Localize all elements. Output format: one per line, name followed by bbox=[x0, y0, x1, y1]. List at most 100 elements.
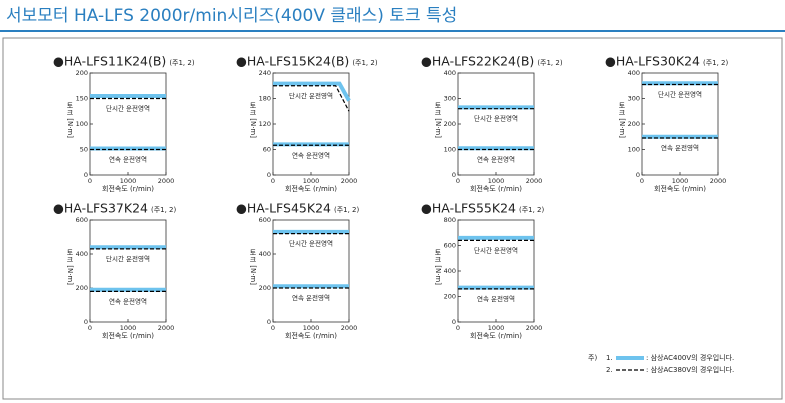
y-axis-label: 토크 [N·m] bbox=[66, 102, 74, 138]
x-tick-label: 1000 bbox=[303, 324, 320, 332]
y-tick-label: 0 bbox=[84, 171, 88, 179]
x-tick-label: 1000 bbox=[303, 177, 320, 185]
x-axis-label: 회전속도 (r/min) bbox=[470, 184, 522, 193]
plot-frame bbox=[272, 219, 350, 323]
plot-frame bbox=[641, 72, 719, 176]
dashed-line bbox=[273, 85, 350, 112]
x-tick-label: 0 bbox=[271, 177, 275, 185]
plot-frame bbox=[89, 219, 167, 323]
x-axis-label: 회전속도 (r/min) bbox=[285, 331, 337, 340]
x-axis-label: 회전속도 (r/min) bbox=[470, 331, 522, 340]
x-tick-label: 0 bbox=[640, 177, 644, 185]
region-label: 단시간 운전영역 bbox=[289, 239, 333, 248]
x-axis-label: 회전속도 (r/min) bbox=[102, 184, 154, 193]
chart-note: (주1, 2) bbox=[703, 59, 729, 67]
region-label: 연속 운전영역 bbox=[109, 155, 147, 164]
x-tick-label: 2000 bbox=[710, 177, 727, 185]
y-tick-label: 100 bbox=[444, 146, 456, 154]
x-tick-label: 1000 bbox=[488, 324, 505, 332]
y-tick-label: 400 bbox=[628, 69, 640, 77]
y-tick-label: 180 bbox=[259, 95, 271, 103]
y-tick-label: 600 bbox=[444, 242, 456, 250]
chart-title: ●HA-LFS22K24(B) bbox=[421, 54, 534, 69]
y-tick-label: 200 bbox=[76, 284, 88, 292]
region-label: 단시간 운전영역 bbox=[289, 91, 333, 100]
y-tick-label: 200 bbox=[444, 120, 456, 128]
region-label: 연속 운전영역 bbox=[292, 150, 330, 159]
chart-title: ●HA-LFS55K24 bbox=[421, 201, 516, 216]
y-tick-label: 200 bbox=[76, 69, 88, 77]
region-label: 단시간 운전영역 bbox=[658, 89, 702, 98]
region-label: 연속 운전영역 bbox=[292, 293, 330, 302]
chart-note: (주1, 2) bbox=[169, 59, 195, 67]
y-tick-label: 400 bbox=[444, 267, 456, 275]
y-tick-label: 50 bbox=[80, 146, 88, 154]
legend-text: : 삼상AC380V의 경우입니다. bbox=[646, 365, 734, 374]
chart-title: ●HA-LFS37K24 bbox=[53, 201, 148, 216]
chart-note: (주1, 2) bbox=[151, 206, 177, 214]
x-tick-label: 0 bbox=[456, 324, 460, 332]
region-label: 연속 운전영역 bbox=[477, 155, 515, 164]
y-tick-label: 200 bbox=[628, 120, 640, 128]
x-tick-label: 2000 bbox=[341, 324, 358, 332]
x-tick-label: 1000 bbox=[120, 324, 137, 332]
y-tick-label: 300 bbox=[628, 95, 640, 103]
chart-title: ●HA-LFS45K24 bbox=[236, 201, 331, 216]
y-axis-label: 토크 [N·m] bbox=[618, 102, 626, 138]
y-axis-label: 토크 [N·m] bbox=[434, 249, 442, 285]
x-tick-label: 1000 bbox=[488, 177, 505, 185]
y-tick-label: 120 bbox=[259, 120, 271, 128]
y-axis-label: 토크 [N·m] bbox=[249, 249, 257, 285]
y-axis-label: 토크 [N·m] bbox=[434, 102, 442, 138]
region-label: 연속 운전영역 bbox=[477, 294, 515, 303]
region-label: 연속 운전영역 bbox=[661, 143, 699, 152]
y-tick-label: 60 bbox=[263, 146, 271, 154]
legend-text: : 삼상AC400V의 경우입니다. bbox=[646, 353, 734, 362]
legend-num: 1. bbox=[606, 354, 613, 362]
chart-note: (주1, 2) bbox=[537, 59, 563, 67]
x-axis-label: 회전속도 (r/min) bbox=[654, 184, 706, 193]
x-tick-label: 2000 bbox=[526, 324, 543, 332]
x-tick-label: 0 bbox=[88, 324, 92, 332]
y-tick-label: 150 bbox=[76, 95, 88, 103]
y-tick-label: 0 bbox=[636, 171, 640, 179]
band-line bbox=[273, 81, 351, 102]
region-label: 단시간 운전영역 bbox=[474, 114, 518, 123]
region-label: 연속 운전영역 bbox=[109, 296, 147, 305]
chart-note: (주1, 2) bbox=[519, 206, 545, 214]
y-tick-label: 0 bbox=[452, 171, 456, 179]
x-tick-label: 2000 bbox=[158, 177, 175, 185]
legend-num: 2. bbox=[606, 366, 613, 374]
x-tick-label: 1000 bbox=[672, 177, 689, 185]
chart-title: ●HA-LFS30K24 bbox=[605, 54, 700, 69]
plot-frame bbox=[457, 219, 535, 323]
chart-note: (주1, 2) bbox=[352, 59, 378, 67]
x-tick-label: 2000 bbox=[526, 177, 543, 185]
x-tick-label: 1000 bbox=[120, 177, 137, 185]
x-tick-label: 2000 bbox=[158, 324, 175, 332]
y-tick-label: 200 bbox=[259, 284, 271, 292]
x-tick-label: 0 bbox=[88, 177, 92, 185]
y-tick-label: 200 bbox=[444, 293, 456, 301]
plot-frame bbox=[272, 72, 350, 176]
y-tick-label: 0 bbox=[267, 318, 271, 326]
y-axis-label: 토크 [N·m] bbox=[66, 249, 74, 285]
x-tick-label: 2000 bbox=[341, 177, 358, 185]
x-axis-label: 회전속도 (r/min) bbox=[285, 184, 337, 193]
region-label: 단시간 운전영역 bbox=[106, 104, 150, 113]
y-tick-label: 0 bbox=[267, 171, 271, 179]
x-axis-label: 회전속도 (r/min) bbox=[102, 331, 154, 340]
y-tick-label: 800 bbox=[444, 216, 456, 224]
y-tick-label: 0 bbox=[452, 318, 456, 326]
y-tick-label: 600 bbox=[259, 216, 271, 224]
panel-frame bbox=[2, 37, 783, 400]
y-tick-label: 400 bbox=[259, 250, 271, 258]
region-label: 단시간 운전영역 bbox=[106, 254, 150, 263]
y-tick-label: 240 bbox=[259, 69, 271, 77]
y-tick-label: 400 bbox=[444, 69, 456, 77]
y-axis-label: 토크 [N·m] bbox=[249, 102, 257, 138]
y-tick-label: 600 bbox=[76, 216, 88, 224]
x-tick-label: 0 bbox=[456, 177, 460, 185]
legend-label: 주) bbox=[588, 354, 597, 362]
